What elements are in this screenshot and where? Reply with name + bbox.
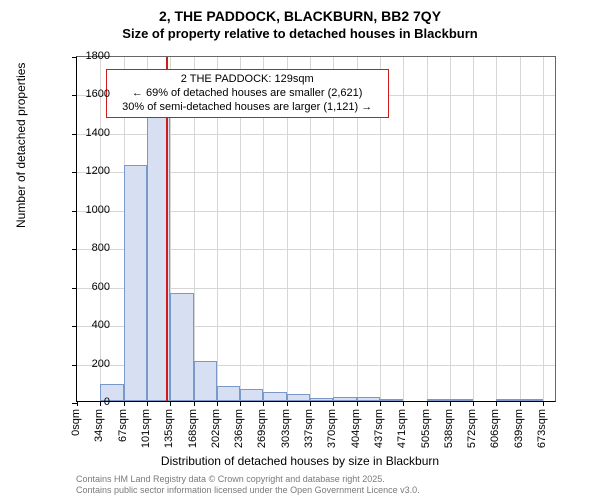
- footer-line1: Contains HM Land Registry data © Crown c…: [76, 474, 420, 485]
- xtick-mark: [170, 401, 171, 406]
- xtick-mark: [543, 401, 544, 406]
- histogram-bar: [357, 397, 380, 401]
- xtick-mark: [357, 401, 358, 406]
- ytick-label: 1200: [70, 165, 110, 177]
- xtick-mark: [403, 401, 404, 406]
- histogram-bar: [333, 397, 356, 401]
- xtick-label: 471sqm: [396, 409, 408, 448]
- histogram-bar: [310, 398, 333, 401]
- xtick-mark: [124, 401, 125, 406]
- x-axis-label: Distribution of detached houses by size …: [0, 454, 600, 468]
- chart-title-block: 2, THE PADDOCK, BLACKBURN, BB2 7QY Size …: [0, 0, 600, 41]
- gridline-vertical: [520, 57, 521, 401]
- xtick-label: 437sqm: [373, 409, 385, 448]
- histogram-bar: [194, 361, 217, 401]
- histogram-bar: [240, 389, 263, 401]
- xtick-mark: [263, 401, 264, 406]
- histogram-bar: [450, 399, 473, 401]
- xtick-label: 572sqm: [466, 409, 478, 448]
- ytick-label: 1400: [70, 127, 110, 139]
- xtick-label: 404sqm: [350, 409, 362, 448]
- ytick-label: 0: [70, 396, 110, 408]
- histogram-bar: [170, 293, 193, 401]
- ytick-label: 200: [70, 358, 110, 370]
- plot-area: 2 THE PADDOCK: 129sqm← 69% of detached h…: [76, 56, 556, 402]
- xtick-mark: [427, 401, 428, 406]
- ytick-label: 800: [70, 242, 110, 254]
- xtick-mark: [147, 401, 148, 406]
- xtick-label: 101sqm: [140, 409, 152, 448]
- annotation-line: 2 THE PADDOCK: 129sqm: [113, 73, 382, 87]
- gridline-vertical: [496, 57, 497, 401]
- xtick-label: 67sqm: [117, 409, 129, 442]
- xtick-mark: [380, 401, 381, 406]
- xtick-label: 303sqm: [280, 409, 292, 448]
- histogram-bar: [263, 392, 286, 401]
- xtick-label: 269sqm: [256, 409, 268, 448]
- gridline-vertical: [450, 57, 451, 401]
- xtick-label: 236sqm: [233, 409, 245, 448]
- xtick-label: 538sqm: [443, 409, 455, 448]
- gridline-vertical: [403, 57, 404, 401]
- xtick-label: 168sqm: [187, 409, 199, 448]
- ytick-label: 400: [70, 319, 110, 331]
- ytick-label: 600: [70, 281, 110, 293]
- y-axis-label: Number of detached properties: [14, 63, 28, 228]
- xtick-mark: [310, 401, 311, 406]
- xtick-mark: [496, 401, 497, 406]
- xtick-label: 606sqm: [489, 409, 501, 448]
- xtick-label: 135sqm: [163, 409, 175, 448]
- xtick-mark: [333, 401, 334, 406]
- gridline-vertical: [427, 57, 428, 401]
- xtick-mark: [217, 401, 218, 406]
- xtick-label: 370sqm: [326, 409, 338, 448]
- xtick-mark: [194, 401, 195, 406]
- ytick-label: 1800: [70, 50, 110, 62]
- xtick-label: 34sqm: [93, 409, 105, 442]
- xtick-label: 505sqm: [420, 409, 432, 448]
- ytick-label: 1000: [70, 204, 110, 216]
- histogram-chart: 2 THE PADDOCK: 129sqm← 69% of detached h…: [76, 56, 556, 402]
- xtick-label: 673sqm: [536, 409, 548, 448]
- gridline-vertical: [543, 57, 544, 401]
- xtick-mark: [240, 401, 241, 406]
- histogram-bar: [427, 399, 450, 401]
- annotation-callout: 2 THE PADDOCK: 129sqm← 69% of detached h…: [106, 69, 389, 118]
- footer-line2: Contains public sector information licen…: [76, 485, 420, 496]
- ytick-label: 1600: [70, 88, 110, 100]
- histogram-bar: [124, 165, 147, 401]
- xtick-label: 0sqm: [70, 409, 82, 436]
- xtick-label: 202sqm: [210, 409, 222, 448]
- xtick-mark: [520, 401, 521, 406]
- annotation-line: ← 69% of detached houses are smaller (2,…: [113, 87, 382, 101]
- xtick-label: 337sqm: [303, 409, 315, 448]
- xtick-mark: [450, 401, 451, 406]
- chart-title-line1: 2, THE PADDOCK, BLACKBURN, BB2 7QY: [0, 8, 600, 24]
- chart-title-line2: Size of property relative to detached ho…: [0, 26, 600, 41]
- xtick-label: 639sqm: [513, 409, 525, 448]
- gridline-vertical: [100, 57, 101, 401]
- xtick-mark: [287, 401, 288, 406]
- histogram-bar: [380, 399, 403, 401]
- footer-attribution: Contains HM Land Registry data © Crown c…: [76, 474, 420, 496]
- histogram-bar: [217, 386, 240, 401]
- gridline-vertical: [473, 57, 474, 401]
- histogram-bar: [287, 394, 310, 401]
- histogram-bar: [496, 399, 519, 401]
- annotation-line: 30% of semi-detached houses are larger (…: [113, 101, 382, 115]
- xtick-mark: [473, 401, 474, 406]
- histogram-bar: [520, 399, 543, 401]
